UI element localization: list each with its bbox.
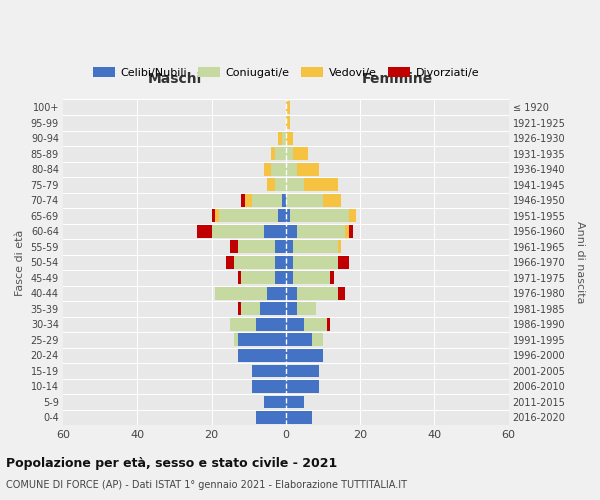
Bar <box>286 163 297 175</box>
Bar <box>212 225 263 237</box>
Bar <box>304 318 326 330</box>
Bar <box>219 210 278 222</box>
Text: Popolazione per età, sesso e stato civile - 2021: Popolazione per età, sesso e stato civil… <box>6 458 337 470</box>
Bar <box>275 148 286 160</box>
Bar <box>286 116 290 129</box>
Bar <box>267 178 275 191</box>
Bar <box>286 225 297 237</box>
Bar <box>238 349 286 362</box>
Bar <box>286 272 293 284</box>
Bar <box>286 256 293 268</box>
Bar <box>349 210 356 222</box>
Bar <box>286 132 293 144</box>
Bar <box>278 210 286 222</box>
Legend: Celibi/Nubili, Coniugati/e, Vedovi/e, Divorziati/e: Celibi/Nubili, Coniugati/e, Vedovi/e, Di… <box>88 62 484 82</box>
Bar <box>256 411 286 424</box>
Bar <box>282 194 286 206</box>
Bar <box>286 380 319 392</box>
Bar <box>215 210 219 222</box>
Bar <box>256 318 286 330</box>
Text: Femmine: Femmine <box>362 72 433 86</box>
Bar <box>297 287 338 300</box>
Bar <box>197 225 212 237</box>
Bar <box>338 287 345 300</box>
Bar <box>345 225 349 237</box>
Bar <box>253 364 286 377</box>
Bar <box>286 396 304 408</box>
Bar <box>282 132 286 144</box>
Bar <box>286 148 293 160</box>
Bar <box>323 194 341 206</box>
Y-axis label: Anni di nascita: Anni di nascita <box>575 221 585 304</box>
Bar <box>326 318 331 330</box>
Bar <box>238 240 275 253</box>
Bar <box>241 194 245 206</box>
Bar <box>253 380 286 392</box>
Bar <box>290 210 349 222</box>
Bar <box>312 334 323 346</box>
Bar <box>275 256 286 268</box>
Bar <box>275 178 286 191</box>
Bar <box>286 364 319 377</box>
Bar <box>331 272 334 284</box>
Bar <box>238 334 286 346</box>
Bar <box>297 302 316 315</box>
Bar <box>297 225 345 237</box>
Bar <box>338 256 349 268</box>
Bar <box>226 256 234 268</box>
Bar <box>286 411 312 424</box>
Bar <box>230 318 256 330</box>
Bar <box>238 272 241 284</box>
Bar <box>286 178 304 191</box>
Bar <box>349 225 353 237</box>
Bar <box>304 178 338 191</box>
Bar <box>263 163 271 175</box>
Bar <box>278 132 282 144</box>
Bar <box>297 163 319 175</box>
Bar <box>230 240 238 253</box>
Bar <box>212 210 215 222</box>
Bar <box>293 272 331 284</box>
Bar <box>293 256 338 268</box>
Bar <box>271 163 286 175</box>
Bar <box>286 302 297 315</box>
Bar <box>260 302 286 315</box>
Bar <box>286 101 290 114</box>
Bar <box>275 272 286 284</box>
Bar <box>234 334 238 346</box>
Bar <box>293 148 308 160</box>
Bar <box>275 240 286 253</box>
Bar <box>238 302 241 315</box>
Bar <box>245 194 253 206</box>
Bar <box>286 240 293 253</box>
Bar <box>286 287 297 300</box>
Text: COMUNE DI FORCE (AP) - Dati ISTAT 1° gennaio 2021 - Elaborazione TUTTITALIA.IT: COMUNE DI FORCE (AP) - Dati ISTAT 1° gen… <box>6 480 407 490</box>
Y-axis label: Fasce di età: Fasce di età <box>15 229 25 296</box>
Bar <box>241 302 260 315</box>
Bar <box>286 194 323 206</box>
Bar <box>241 272 275 284</box>
Bar <box>234 256 275 268</box>
Bar <box>271 148 275 160</box>
Bar <box>286 334 312 346</box>
Bar <box>286 349 323 362</box>
Bar <box>286 318 304 330</box>
Bar <box>338 240 341 253</box>
Bar <box>215 287 267 300</box>
Bar <box>286 210 290 222</box>
Bar <box>293 240 338 253</box>
Text: Maschi: Maschi <box>148 72 202 86</box>
Bar <box>263 225 286 237</box>
Bar <box>253 194 282 206</box>
Bar <box>263 396 286 408</box>
Bar <box>267 287 286 300</box>
